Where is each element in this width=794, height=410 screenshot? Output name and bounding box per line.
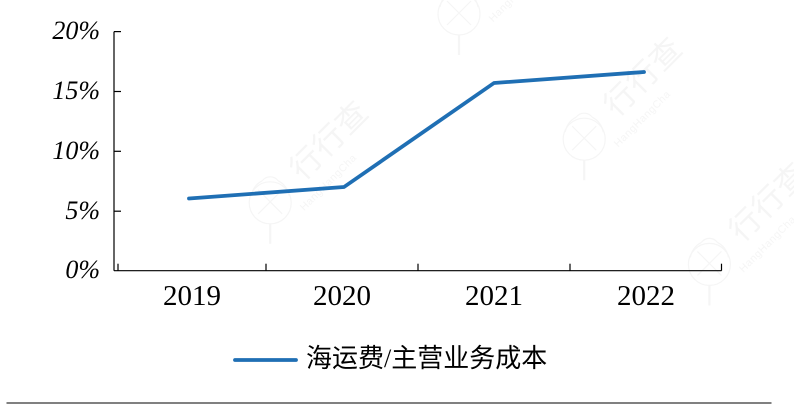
svg-text:0%: 0% <box>65 255 100 284</box>
svg-text:2022: 2022 <box>617 280 675 312</box>
svg-text:15%: 15% <box>52 76 100 105</box>
svg-text:2021: 2021 <box>465 280 523 312</box>
svg-text:20%: 20% <box>52 16 100 45</box>
svg-text:2019: 2019 <box>163 280 221 312</box>
svg-text:2020: 2020 <box>313 280 371 312</box>
svg-text:海运费/主营业务成本: 海运费/主营业务成本 <box>306 344 547 373</box>
svg-text:10%: 10% <box>52 136 100 165</box>
svg-text:5%: 5% <box>65 196 100 225</box>
